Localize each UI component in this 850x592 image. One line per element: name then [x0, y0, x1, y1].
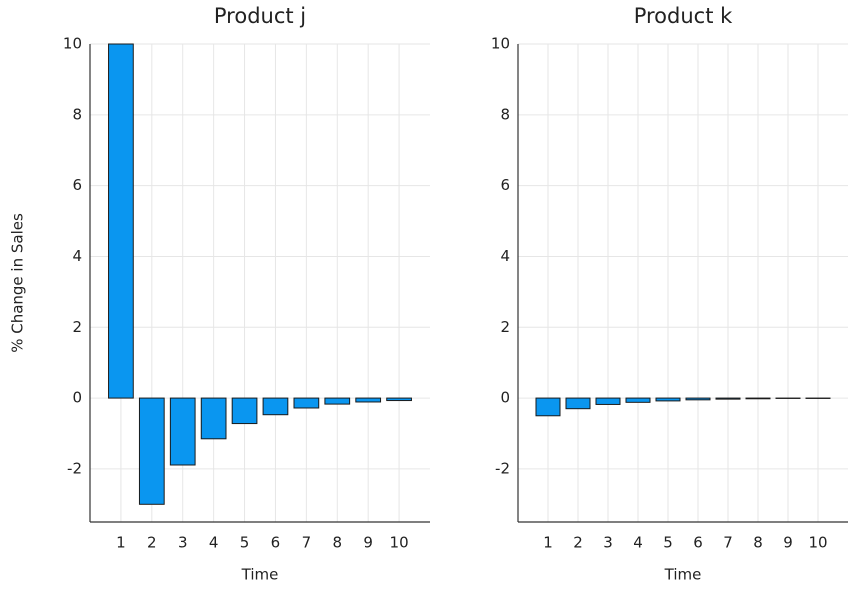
x-tick-label: 2 — [573, 534, 583, 552]
bar — [595, 397, 621, 405]
x-tick-label: 6 — [693, 534, 703, 552]
x-tick-label: 7 — [302, 534, 312, 552]
x-tick-label: 4 — [633, 534, 643, 552]
y-tick-label: 2 — [500, 318, 510, 336]
y-tick-label: 10 — [63, 35, 82, 53]
x-tick-label: 1 — [543, 534, 553, 552]
bar — [262, 397, 289, 416]
y-tick-label: 0 — [72, 389, 82, 407]
bar — [745, 397, 771, 400]
x-tick-label: 3 — [178, 534, 188, 552]
x-tick-label: 5 — [663, 534, 673, 552]
bar — [200, 397, 227, 440]
x-tick-label: 7 — [723, 534, 733, 552]
y-tick-label: 6 — [72, 176, 82, 194]
x-tick-label: 10 — [390, 534, 409, 552]
bar — [324, 397, 351, 405]
x-tick-label: 2 — [147, 534, 157, 552]
bar — [565, 397, 591, 410]
y-tick-label: 4 — [500, 247, 510, 265]
x-tick-label: 10 — [808, 534, 827, 552]
bar — [535, 397, 561, 417]
x-tick-label: 6 — [271, 534, 281, 552]
y-tick-label: 8 — [500, 105, 510, 123]
x-axis-label: Time — [241, 566, 279, 584]
x-tick-label: 3 — [603, 534, 613, 552]
x-axis-label: Time — [664, 566, 702, 584]
y-tick-label: 8 — [72, 105, 82, 123]
bar — [655, 397, 681, 402]
x-tick-label: 4 — [209, 534, 219, 552]
chart-title: Product k — [634, 4, 733, 28]
x-tick-label: 8 — [332, 534, 342, 552]
bar — [293, 397, 320, 409]
y-tick-label: 10 — [491, 35, 510, 53]
bar — [231, 397, 258, 425]
bar — [386, 397, 412, 402]
chart-title: Product j — [214, 4, 306, 28]
bar — [685, 397, 711, 401]
y-tick-label: 2 — [72, 318, 82, 336]
bar — [715, 397, 741, 400]
bar — [625, 397, 651, 403]
y-tick-label: 6 — [500, 176, 510, 194]
y-tick-label: -2 — [495, 459, 510, 477]
bar — [138, 397, 165, 505]
x-tick-label: 5 — [240, 534, 250, 552]
y-tick-label: 0 — [500, 389, 510, 407]
x-tick-label: 9 — [783, 534, 793, 552]
bar — [108, 43, 134, 399]
y-axis-label: % Change in Sales — [9, 213, 27, 353]
bar — [169, 397, 196, 466]
bar — [355, 397, 382, 403]
x-tick-label: 1 — [116, 534, 126, 552]
x-tick-label: 8 — [753, 534, 763, 552]
y-tick-label: 4 — [72, 247, 82, 265]
x-tick-label: 9 — [363, 534, 373, 552]
y-tick-label: -2 — [67, 459, 82, 477]
